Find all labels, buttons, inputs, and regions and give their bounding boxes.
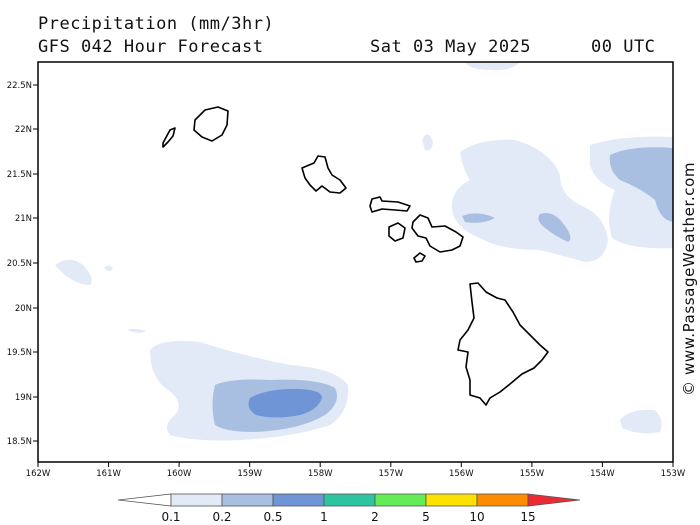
colorbar-swatch (374, 493, 427, 507)
lat-label: 20N (15, 304, 32, 314)
lon-label: 159W (237, 469, 262, 479)
colorbar-swatch (170, 493, 223, 507)
lat-label: 22.5N (7, 81, 32, 91)
colorbar (117, 493, 581, 507)
precip-spot-west-2 (127, 328, 146, 333)
colorbar-swatch (221, 493, 274, 507)
colorbar-label: 0.5 (263, 510, 282, 524)
precip-area-east (451, 139, 608, 262)
precip-spot-west (104, 265, 113, 271)
forecast-date: Sat 03 May 2025 (370, 37, 532, 57)
island-molokai (369, 196, 411, 213)
island-oahu (301, 155, 347, 194)
lat-label: 20.5N (7, 259, 32, 269)
island-maui (411, 214, 464, 253)
colorbar-min-arrow (117, 493, 172, 507)
map-title: Precipitation (mm/3hr) (38, 14, 275, 34)
colorbar-swatch (425, 493, 478, 507)
colorbar-labels: 0.1 0.2 0.5 1 2 5 10 15 (161, 510, 535, 524)
lat-label: 22N (15, 125, 32, 135)
lon-label: 156W (449, 469, 474, 479)
lat-label: 19.5N (7, 348, 32, 358)
map-frame (37, 61, 674, 463)
lon-label: 160W (167, 469, 192, 479)
precip-heavy-core (248, 388, 322, 418)
precip-moderate-spot-2 (462, 213, 495, 223)
precip-moderate-east (609, 147, 673, 222)
lat-tick-marks (33, 84, 38, 442)
lon-tick-marks (37, 462, 674, 467)
lon-labels: 162W 161W 160W 159W 158W 157W 156W 155W … (26, 469, 686, 479)
colorbar-label: 15 (520, 510, 535, 524)
precip-area-southeast (620, 409, 662, 434)
colorbar-label: 2 (371, 510, 379, 524)
island-kauai (193, 106, 229, 142)
lon-label: 161W (96, 469, 121, 479)
colorbar-label: 0.1 (161, 510, 180, 524)
site-credit: © www.PassageWeather.com (680, 161, 698, 396)
lon-label: 155W (520, 469, 545, 479)
lon-label: 154W (590, 469, 615, 479)
lat-label: 21.5N (7, 170, 32, 180)
lon-label: 158W (308, 469, 333, 479)
hawaiian-islands (162, 106, 549, 406)
colorbar-swatch (476, 493, 529, 507)
lat-label: 21N (15, 214, 32, 224)
precip-area-west (55, 259, 92, 285)
precip-spot-channel (422, 134, 433, 151)
colorbar-max-arrow (527, 493, 581, 507)
colorbar-label: 1 (320, 510, 328, 524)
colorbar-label: 10 (469, 510, 484, 524)
colorbar-label: 0.2 (212, 510, 231, 524)
precip-moderate-spot (538, 213, 571, 242)
forecast-subtitle: GFS 042 Hour Forecast (38, 37, 264, 57)
precip-area-north (465, 62, 520, 71)
colorbar-label: 5 (422, 510, 430, 524)
lon-label: 162W (26, 469, 51, 479)
lon-label: 157W (378, 469, 403, 479)
colorbar-swatch (272, 493, 325, 507)
island-lanai (388, 222, 406, 242)
island-kahoolawe (413, 252, 426, 263)
precipitation-field (55, 62, 673, 441)
lon-label: 153W (661, 469, 686, 479)
colorbar-swatch (323, 493, 376, 507)
lat-label: 18.5N (7, 437, 32, 447)
island-hawaii (457, 282, 549, 406)
island-niihau (162, 127, 176, 148)
forecast-time: 00 UTC (591, 37, 656, 57)
lat-label: 19N (15, 393, 32, 403)
lat-labels: 22.5N 22N 21.5N 21N 20.5N 20N 19.5N 19N … (7, 81, 32, 447)
